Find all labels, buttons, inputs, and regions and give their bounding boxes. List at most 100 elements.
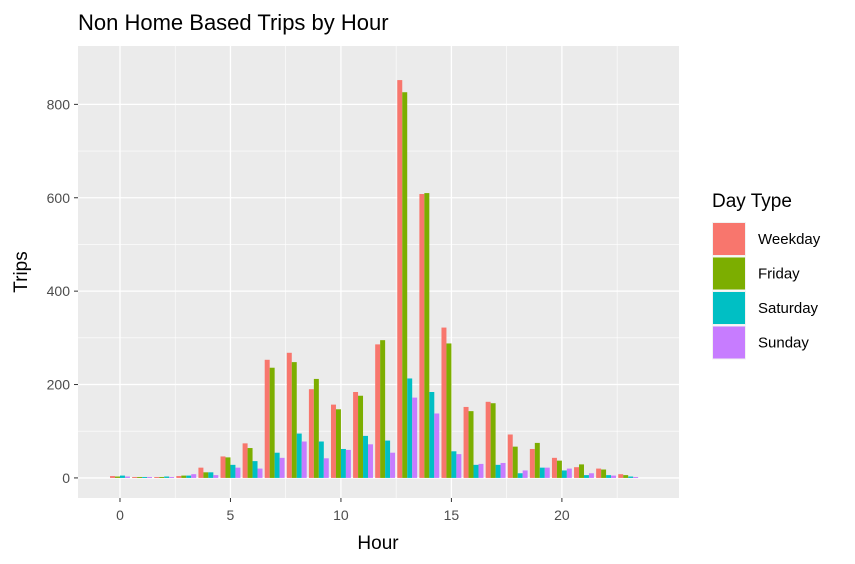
bar-weekday-hour-15 bbox=[441, 327, 447, 478]
bar-saturday-hour-22 bbox=[606, 475, 612, 478]
bar-saturday-hour-23 bbox=[628, 476, 634, 478]
bar-sunday-hour-12 bbox=[390, 452, 396, 478]
bar-saturday-hour-2 bbox=[164, 476, 170, 478]
bar-sunday-hour-16 bbox=[478, 463, 484, 478]
bar-saturday-hour-13 bbox=[407, 378, 413, 478]
bar-weekday-hour-23 bbox=[618, 474, 624, 478]
bar-friday-hour-18 bbox=[512, 446, 518, 478]
bar-weekday-hour-10 bbox=[330, 404, 336, 478]
bar-friday-hour-19 bbox=[534, 442, 540, 478]
bar-friday-hour-6 bbox=[247, 448, 253, 478]
y-tick-label: 400 bbox=[47, 283, 71, 299]
bar-weekday-hour-13 bbox=[397, 80, 403, 478]
bar-saturday-hour-12 bbox=[385, 440, 391, 478]
legend: Day Type Weekday Friday Saturday Sunday bbox=[712, 191, 821, 360]
bar-sunday-hour-1 bbox=[147, 476, 153, 478]
bar-friday-hour-17 bbox=[490, 403, 496, 478]
bar-sunday-hour-10 bbox=[345, 449, 351, 478]
legend-label-sunday: Sunday bbox=[758, 335, 809, 352]
bar-saturday-hour-7 bbox=[274, 452, 280, 478]
bar-friday-hour-20 bbox=[556, 460, 562, 478]
bar-saturday-hour-14 bbox=[429, 392, 435, 478]
legend-title: Day Type bbox=[712, 191, 792, 212]
bar-friday-hour-14 bbox=[424, 193, 430, 478]
bar-sunday-hour-13 bbox=[412, 397, 418, 478]
bar-weekday-hour-19 bbox=[529, 448, 535, 478]
bar-saturday-hour-5 bbox=[230, 464, 236, 478]
bar-saturday-hour-9 bbox=[318, 441, 324, 478]
bar-saturday-hour-3 bbox=[186, 475, 192, 478]
bar-sunday-hour-7 bbox=[279, 457, 285, 478]
y-tick-label: 600 bbox=[47, 190, 71, 206]
bar-sunday-hour-22 bbox=[611, 475, 617, 478]
y-tick-label: 0 bbox=[62, 470, 70, 486]
bar-sunday-hour-21 bbox=[588, 473, 594, 478]
bar-weekday-hour-3 bbox=[176, 476, 182, 478]
bars bbox=[110, 80, 639, 478]
bar-saturday-hour-6 bbox=[252, 461, 258, 478]
bar-sunday-hour-3 bbox=[191, 474, 197, 478]
x-tick-label: 15 bbox=[444, 507, 460, 523]
bar-sunday-hour-5 bbox=[235, 467, 241, 478]
bar-friday-hour-0 bbox=[115, 476, 120, 478]
bar-friday-hour-8 bbox=[291, 362, 297, 478]
x-axis-title: Hour bbox=[357, 533, 399, 554]
y-axis: 0 200 400 600 800 bbox=[47, 96, 78, 486]
legend-label-weekday: Weekday bbox=[758, 231, 821, 248]
bar-saturday-hour-16 bbox=[473, 464, 479, 478]
bar-friday-hour-21 bbox=[579, 464, 584, 478]
bar-weekday-hour-2 bbox=[154, 476, 160, 478]
bar-sunday-hour-14 bbox=[434, 413, 440, 478]
bar-friday-hour-3 bbox=[181, 475, 187, 478]
bar-sunday-hour-8 bbox=[301, 441, 307, 478]
bar-sunday-hour-9 bbox=[323, 458, 329, 478]
y-tick-label: 200 bbox=[47, 377, 71, 393]
legend-label-friday: Friday bbox=[758, 266, 800, 283]
bar-weekday-hour-20 bbox=[551, 457, 557, 478]
bar-weekday-hour-4 bbox=[198, 467, 204, 478]
bar-saturday-hour-10 bbox=[340, 448, 346, 478]
bar-saturday-hour-18 bbox=[517, 473, 523, 478]
bar-saturday-hour-19 bbox=[539, 467, 545, 478]
bar-sunday-hour-18 bbox=[522, 470, 528, 478]
legend-swatch-weekday bbox=[713, 223, 745, 255]
bar-friday-hour-15 bbox=[446, 343, 452, 478]
bar-saturday-hour-8 bbox=[296, 433, 302, 478]
legend-label-saturday: Saturday bbox=[758, 300, 819, 317]
bar-friday-hour-2 bbox=[159, 476, 165, 478]
bar-friday-hour-22 bbox=[601, 469, 607, 478]
bar-weekday-hour-7 bbox=[264, 359, 270, 478]
bar-friday-hour-13 bbox=[402, 92, 408, 478]
bar-friday-hour-7 bbox=[269, 367, 275, 478]
bar-saturday-hour-1 bbox=[142, 476, 148, 478]
bar-weekday-hour-21 bbox=[574, 467, 580, 478]
bar-weekday-hour-8 bbox=[286, 352, 292, 478]
bar-friday-hour-12 bbox=[380, 340, 386, 478]
legend-swatch-sunday bbox=[713, 326, 745, 359]
bar-saturday-hour-4 bbox=[208, 472, 214, 478]
bar-saturday-hour-17 bbox=[495, 464, 501, 478]
bar-sunday-hour-2 bbox=[169, 476, 175, 478]
bar-saturday-hour-21 bbox=[583, 475, 589, 478]
bar-sunday-hour-4 bbox=[213, 475, 219, 478]
legend-swatch-friday bbox=[713, 257, 745, 290]
x-axis: 0 5 10 15 20 bbox=[116, 498, 570, 523]
bar-sunday-hour-23 bbox=[633, 476, 639, 478]
bar-sunday-hour-20 bbox=[566, 468, 572, 478]
legend-swatch-saturday bbox=[713, 292, 745, 324]
bar-weekday-hour-9 bbox=[308, 389, 314, 478]
bar-weekday-hour-22 bbox=[596, 468, 602, 478]
bar-weekday-hour-0 bbox=[110, 476, 116, 478]
bar-sunday-hour-15 bbox=[456, 454, 462, 478]
bar-saturday-hour-15 bbox=[451, 451, 457, 478]
bar-sunday-hour-0 bbox=[124, 476, 130, 478]
x-tick-label: 0 bbox=[116, 507, 124, 523]
bar-weekday-hour-6 bbox=[242, 443, 248, 478]
bar-sunday-hour-11 bbox=[368, 444, 373, 478]
bar-friday-hour-4 bbox=[203, 472, 209, 478]
bar-weekday-hour-17 bbox=[485, 401, 491, 478]
bar-sunday-hour-19 bbox=[544, 467, 550, 478]
y-tick-label: 800 bbox=[47, 96, 71, 112]
bar-saturday-hour-20 bbox=[561, 470, 567, 478]
